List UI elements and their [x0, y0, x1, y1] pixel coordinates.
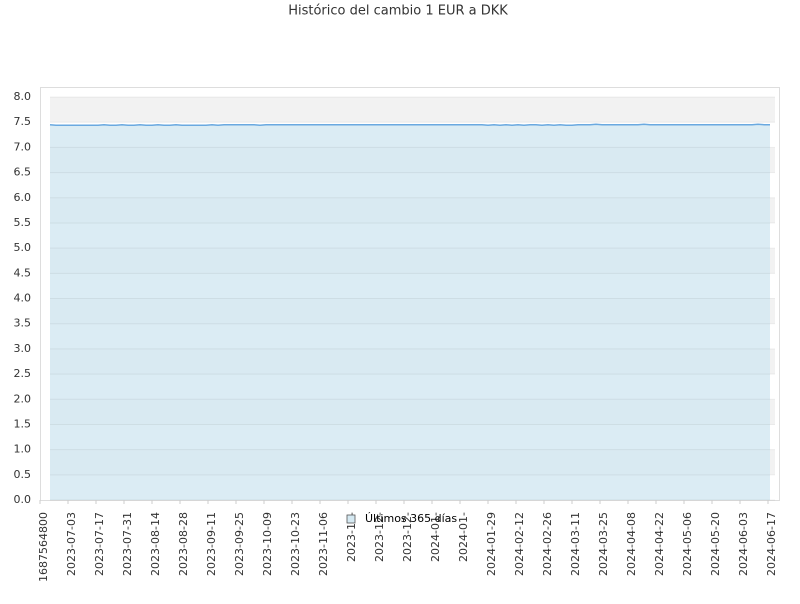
y-tick-label: 4.5	[14, 266, 32, 279]
grid-band	[50, 97, 775, 123]
x-tick-label: 2023-10-09	[261, 512, 274, 576]
x-tick-label: 2023-07-31	[121, 512, 134, 576]
x-tick-label: 2024-02-26	[541, 512, 554, 576]
y-tick-label: 8.0	[14, 90, 32, 103]
x-tick-label: 2024-01-	[457, 512, 470, 562]
x-tick-label: 2023-07-17	[93, 512, 106, 576]
y-tick-label: 6.5	[14, 166, 32, 179]
chart-title: Histórico del cambio 1 EUR a DKK	[288, 4, 508, 19]
x-tick-label: 2023-09-11	[205, 512, 218, 576]
x-tick-label: 2024-03-25	[597, 512, 610, 576]
y-tick-label: 7.5	[14, 115, 32, 128]
y-tick-label: 4.0	[14, 292, 32, 305]
x-tick-label: 2023-08-14	[149, 512, 162, 576]
y-tick-label: 5.5	[14, 216, 32, 229]
y-tick-label: 2.5	[14, 367, 32, 380]
x-tick-label: 2023-12-	[373, 512, 386, 562]
x-tick-label: 2023-11-	[345, 512, 358, 562]
y-tick-label: 5.0	[14, 241, 32, 254]
x-tick-label: 2024-04-22	[653, 512, 666, 576]
x-tick-label: 2023-09-25	[233, 512, 246, 576]
line	[49, 123, 770, 126]
y-tick-label: 1.0	[14, 443, 32, 456]
x-tick-label: 2024-02-12	[513, 512, 526, 576]
y-tick-label: 0.5	[14, 468, 32, 481]
x-tick-label: 2023-11-06	[317, 512, 330, 576]
y-tick-label: 7.0	[14, 140, 32, 153]
legend-label: Últimos 365 días	[365, 512, 457, 525]
x-tick-label: 2024-05-20	[709, 512, 722, 576]
area	[50, 124, 770, 500]
y-tick-label: 3.0	[14, 342, 32, 355]
x-tick-label: 2023-08-28	[177, 512, 190, 576]
x-tick-label: 2024-06-03	[737, 512, 750, 576]
x-tick-label: 2023-10-23	[289, 512, 302, 576]
x-tick-label: 2024-01-	[429, 512, 442, 562]
y-tick-label: 1.5	[14, 417, 32, 430]
x-tick-label: 2024-01-29	[485, 512, 498, 576]
x-tick-label: 2024-03-11	[569, 512, 582, 576]
y-tick-label: 6.0	[14, 191, 32, 204]
x-tick-label: 2024-04-08	[625, 512, 638, 576]
y-tick-label: 3.5	[14, 317, 32, 330]
legend-swatch	[346, 514, 356, 524]
x-tick-label: 2024-06-17	[765, 512, 778, 576]
y-tick-label: 0.0	[14, 493, 32, 506]
x-tick-label: 2024-05-06	[681, 512, 694, 576]
x-tick-label: 2023-07-03	[65, 512, 78, 576]
x-tick-label: 2023-12-	[401, 512, 414, 562]
y-tick-label: 2.0	[14, 392, 32, 405]
x-tick-label: 1687564800	[37, 512, 50, 582]
